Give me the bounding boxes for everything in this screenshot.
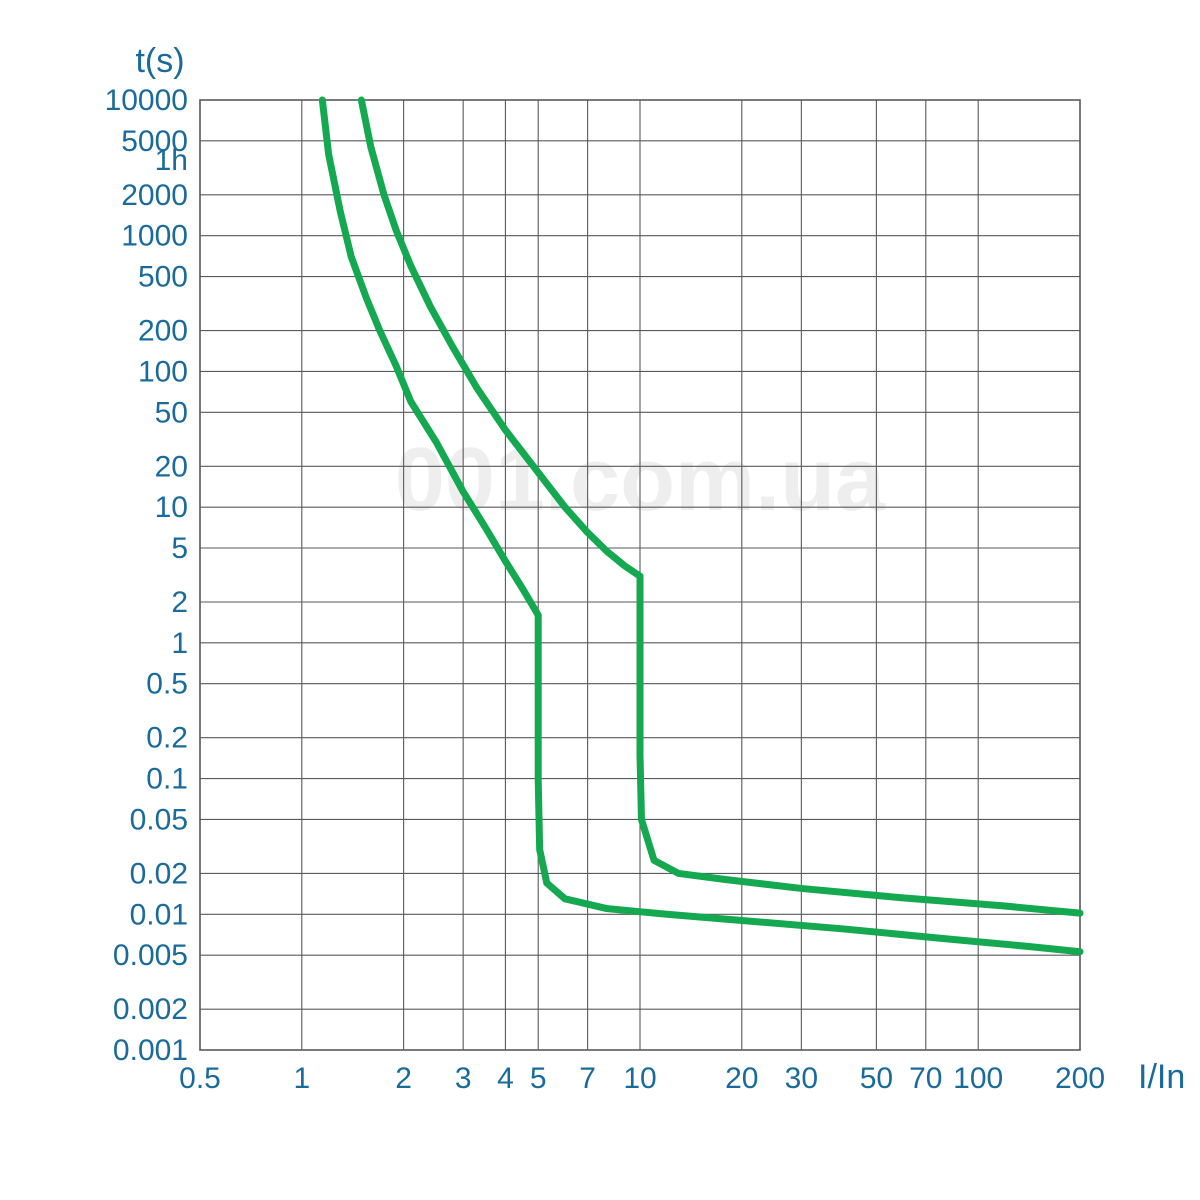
chart-svg: 001.com.ua1000050001h2000100050020010050… bbox=[0, 0, 1200, 1200]
x-axis-title: I/In bbox=[1138, 1058, 1185, 1096]
y-tick-label: 0.2 bbox=[146, 722, 188, 755]
y-tick-label: 500 bbox=[138, 261, 188, 294]
y-tick-label: 0.01 bbox=[130, 898, 188, 931]
y-tick-label: 50 bbox=[155, 396, 188, 429]
x-tick-label: 10 bbox=[623, 1062, 656, 1095]
x-tick-label: 5 bbox=[530, 1062, 547, 1095]
y-tick-label: 100 bbox=[138, 355, 188, 388]
y-tick-label: 0.02 bbox=[130, 857, 188, 890]
x-tick-label: 50 bbox=[860, 1062, 893, 1095]
x-tick-label: 200 bbox=[1055, 1062, 1105, 1095]
x-tick-label: 70 bbox=[909, 1062, 942, 1095]
x-tick-label: 30 bbox=[785, 1062, 818, 1095]
y-tick-label: 10000 bbox=[105, 84, 188, 117]
y-tick-label: 10 bbox=[155, 491, 188, 524]
x-tick-label: 7 bbox=[579, 1062, 596, 1095]
y-tick-label: 1h bbox=[155, 144, 188, 177]
y-tick-label: 2000 bbox=[121, 179, 188, 212]
y-tick-label: 0.5 bbox=[146, 668, 188, 701]
y-tick-label: 200 bbox=[138, 315, 188, 348]
x-tick-label: 4 bbox=[497, 1062, 514, 1095]
x-tick-label: 0.5 bbox=[179, 1062, 221, 1095]
x-tick-label: 20 bbox=[725, 1062, 758, 1095]
y-axis-title: t(s) bbox=[135, 42, 184, 80]
y-tick-label: 20 bbox=[155, 450, 188, 483]
y-tick-label: 0.002 bbox=[113, 993, 188, 1026]
y-tick-label: 0.05 bbox=[130, 803, 188, 836]
y-tick-label: 0.005 bbox=[113, 939, 188, 972]
trip-curve-chart: 001.com.ua1000050001h2000100050020010050… bbox=[0, 0, 1200, 1200]
x-tick-label: 3 bbox=[455, 1062, 472, 1095]
y-tick-label: 0.001 bbox=[113, 1034, 188, 1067]
y-tick-label: 5 bbox=[171, 532, 188, 565]
x-tick-label: 2 bbox=[395, 1062, 412, 1095]
y-tick-label: 1 bbox=[171, 627, 188, 660]
y-tick-label: 1000 bbox=[121, 220, 188, 253]
x-tick-label: 1 bbox=[293, 1062, 310, 1095]
y-tick-label: 2 bbox=[171, 586, 188, 619]
x-tick-label: 100 bbox=[953, 1062, 1003, 1095]
y-tick-label: 0.1 bbox=[146, 763, 188, 796]
